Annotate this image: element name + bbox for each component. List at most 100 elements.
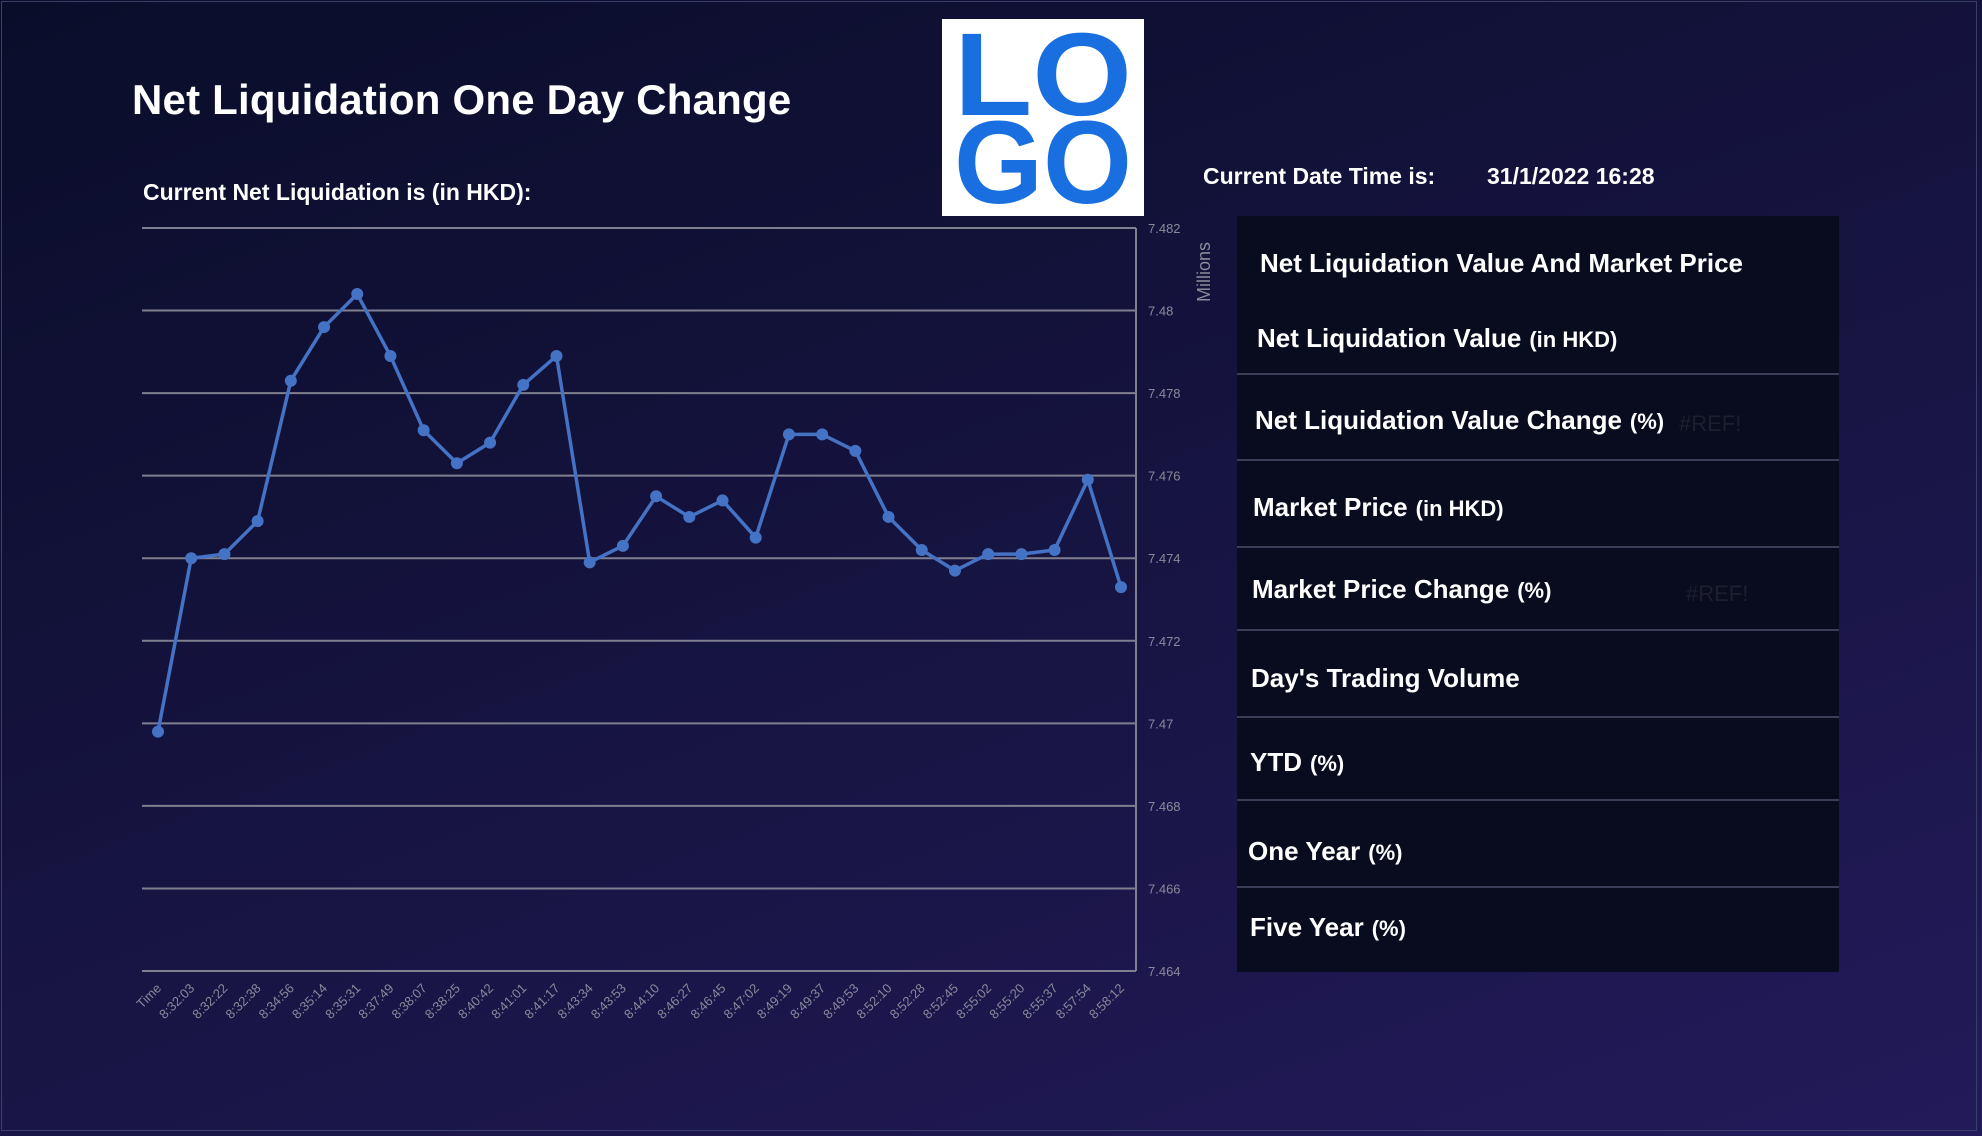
data-point: [849, 444, 862, 457]
row-unit: (%): [1517, 578, 1552, 603]
row-net-liquidation-value-change: Net Liquidation Value Change (%): [1255, 405, 1664, 436]
row-label-text: Market Price: [1253, 492, 1408, 522]
y-tick-label: 7.468: [1148, 799, 1181, 814]
net-liquidation-subtitle: Current Net Liquidation is (in HKD):: [143, 179, 532, 205]
x-tick-label: 8:47:02: [721, 981, 762, 1022]
chart-series: [152, 288, 1127, 738]
current-datetime-label: Current Date Time is:: [1203, 163, 1436, 189]
data-point: [716, 494, 729, 507]
metrics-panel: [1237, 216, 1839, 972]
x-tick-label: 8:43:53: [588, 981, 629, 1022]
x-tick-label: 8:41:01: [488, 981, 529, 1022]
x-tick-label: 8:35:31: [322, 981, 363, 1022]
y-tick-label: 7.464: [1148, 964, 1181, 979]
data-point: [351, 288, 364, 301]
x-tick-label: 8:57:54: [1053, 981, 1094, 1022]
x-tick-label: 8:32:03: [156, 981, 197, 1022]
row-label-text: Day's Trading Volume: [1251, 663, 1520, 693]
x-tick-label: 8:38:25: [422, 981, 463, 1022]
y-tick-label: 7.474: [1148, 551, 1181, 566]
row-label-text: Net Liquidation Value Change: [1255, 405, 1622, 435]
y-tick-label: 7.472: [1148, 634, 1181, 649]
row-unit: (in HKD): [1529, 327, 1618, 352]
data-point: [318, 321, 331, 334]
x-tick-label: 8:32:38: [222, 981, 263, 1022]
row-label-text: Market Price Change: [1252, 574, 1510, 604]
row-divider: [1237, 799, 1839, 801]
x-tick-label: 8:38:07: [388, 981, 429, 1022]
x-tick-label: 8:55:02: [953, 981, 994, 1022]
data-point: [1081, 473, 1094, 486]
row-five-year: Five Year (%): [1250, 912, 1406, 943]
y-tick-label: 7.466: [1148, 881, 1181, 896]
row-label-text: Net Liquidation Value: [1257, 323, 1522, 353]
data-point: [616, 539, 629, 552]
logo: LO GO: [942, 19, 1144, 216]
x-tick-label: 8:52:45: [920, 981, 961, 1022]
x-tick-label: 8:41:17: [521, 981, 562, 1022]
data-point: [816, 428, 829, 441]
x-tick-label: 8:55:20: [986, 981, 1027, 1022]
chart-y-ticks: 7.464 7.466 7.468 7.47 7.472 7.474 7.476 7.478 7…: [1148, 221, 1181, 979]
row-label-text: Five Year: [1250, 912, 1364, 942]
data-point: [782, 428, 795, 441]
page-title: Net Liquidation One Day Change: [132, 76, 792, 123]
data-point: [948, 564, 961, 577]
y-axis-label: Millions: [1194, 242, 1214, 302]
data-point: [1048, 543, 1061, 556]
x-tick-label: 8:43:34: [555, 981, 596, 1022]
row-market-price-change: Market Price Change (%): [1252, 574, 1551, 605]
data-point: [550, 349, 563, 362]
row-label-text: YTD: [1250, 747, 1302, 777]
logo-line1: LO: [954, 19, 1132, 141]
x-tick-label: 8:52:10: [853, 981, 894, 1022]
chart-gridlines: [142, 227, 1137, 972]
x-tick-label: 8:52:28: [887, 981, 928, 1022]
x-tick-label: 8:49:53: [820, 981, 861, 1022]
data-point: [450, 457, 463, 470]
data-point: [749, 531, 762, 544]
row-one-year: One Year (%): [1248, 836, 1402, 867]
data-point: [284, 374, 297, 387]
row-label-text: One Year: [1248, 836, 1361, 866]
y-tick-label: 7.482: [1148, 221, 1181, 236]
row-divider: [1237, 716, 1839, 718]
x-tick-label: 8:40:42: [455, 981, 496, 1022]
ref-error-market-price-change: #REF!: [1686, 581, 1749, 606]
data-point: [583, 556, 596, 569]
row-unit: (%): [1371, 916, 1406, 941]
data-point: [152, 725, 164, 738]
chart-x-ticks: Time8:32:038:32:228:32:388:34:568:35:148…: [133, 981, 1127, 1022]
y-tick-label: 7.476: [1148, 469, 1181, 484]
data-point: [1115, 581, 1127, 594]
current-datetime-value: 31/1/2022 16:28: [1487, 163, 1655, 189]
data-point: [982, 548, 995, 561]
data-point: [384, 349, 397, 362]
data-point: [650, 490, 663, 503]
x-tick-label: 8:55:37: [1019, 981, 1060, 1022]
row-unit: (%): [1310, 751, 1345, 776]
x-tick-label: 8:37:49: [355, 981, 396, 1022]
x-tick-label: 8:46:45: [687, 981, 728, 1022]
row-unit: (%): [1629, 409, 1665, 434]
data-point: [1015, 548, 1028, 561]
data-point: [185, 552, 198, 565]
data-point: [417, 424, 430, 437]
x-tick-label: 8:46:27: [654, 981, 695, 1022]
y-tick-label: 7.48: [1148, 304, 1173, 319]
x-tick-label: 8:44:10: [621, 981, 662, 1022]
row-divider: [1237, 546, 1839, 548]
row-days-trading-volume: Day's Trading Volume: [1251, 663, 1528, 694]
logo-line2: GO: [954, 97, 1132, 216]
x-tick-label: 8:49:19: [754, 981, 795, 1022]
row-unit: (%): [1368, 840, 1403, 865]
x-tick-label: 8:58:12: [1086, 981, 1127, 1022]
x-tick-label: 8:34:56: [256, 981, 297, 1022]
data-point: [915, 543, 928, 556]
data-point: [882, 510, 895, 523]
y-tick-label: 7.478: [1148, 386, 1181, 401]
row-ytd: YTD (%): [1250, 747, 1344, 778]
row-divider: [1237, 629, 1839, 631]
y-tick-label: 7.47: [1148, 716, 1173, 731]
panel-heading: Net Liquidation Value And Market Price: [1260, 248, 1744, 278]
